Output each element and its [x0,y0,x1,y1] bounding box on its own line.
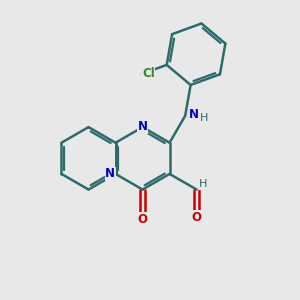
Text: H: H [199,179,207,189]
Text: Cl: Cl [142,68,155,80]
Text: O: O [138,213,148,226]
Text: N: N [105,167,115,180]
Text: O: O [192,211,202,224]
Text: N: N [188,108,199,121]
Text: N: N [138,120,148,133]
Text: H: H [200,113,208,123]
